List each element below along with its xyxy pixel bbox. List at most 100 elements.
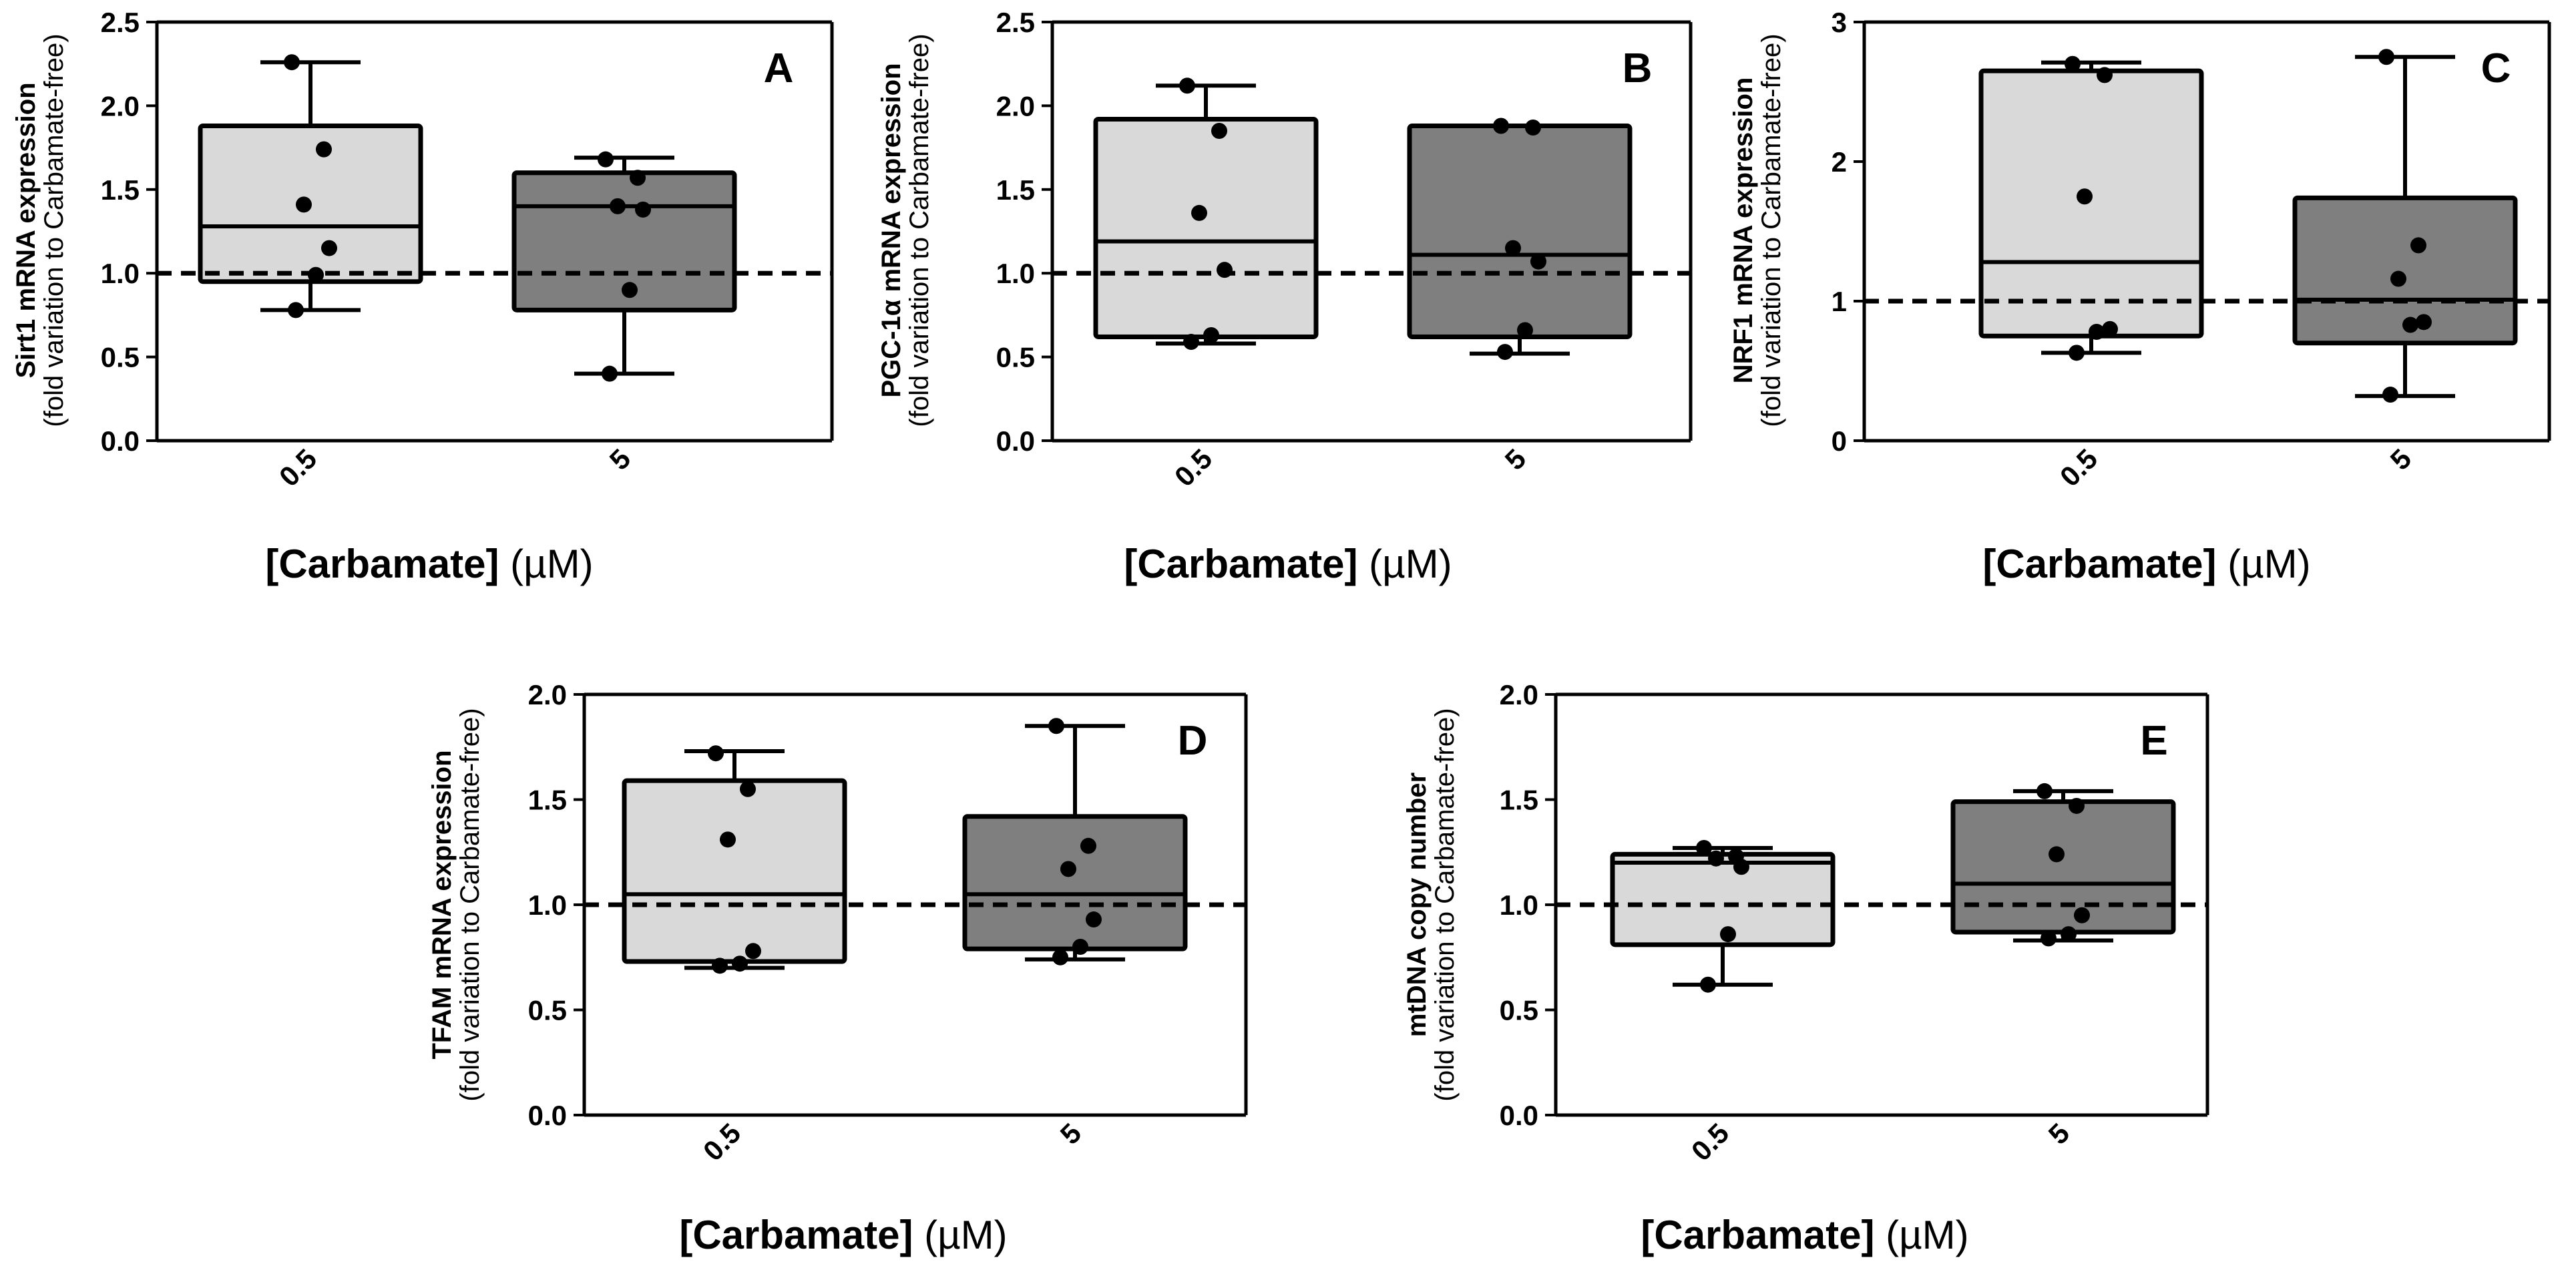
y-axis-title: NRF1 mRNA expression(fold variation to C… bbox=[1729, 33, 1786, 427]
data-point bbox=[1493, 118, 1509, 134]
box-iqr bbox=[962, 814, 1188, 951]
y-tick-label: 2.5 bbox=[996, 7, 1035, 38]
data-point bbox=[630, 170, 646, 186]
y-tick-label: 1.5 bbox=[1500, 785, 1538, 816]
x-tick-label: 0.5 bbox=[2054, 443, 2104, 493]
panel-letter: B bbox=[1623, 45, 1653, 91]
x-axis-title-bold: [Carbamate] bbox=[1982, 542, 2217, 586]
y-tick-label: 1.5 bbox=[528, 785, 567, 816]
y-tick-label: 0.5 bbox=[1500, 995, 1538, 1026]
x-axis-title-bold: [Carbamate] bbox=[679, 1213, 913, 1257]
chart-c: 0 1 2 3 0.5 5 C NRF1 mRNA expression(fold varia… bbox=[1729, 7, 2551, 493]
data-point bbox=[1072, 939, 1088, 955]
data-point bbox=[1517, 322, 1533, 339]
data-point bbox=[1183, 334, 1199, 351]
box-0-5 bbox=[1610, 845, 1836, 987]
x-tick-label: 5 bbox=[1499, 443, 1532, 476]
data-point bbox=[1505, 240, 1521, 256]
data-point bbox=[1080, 837, 1096, 854]
data-point bbox=[2402, 316, 2418, 333]
data-point bbox=[2089, 323, 2105, 340]
data-point bbox=[2382, 387, 2398, 403]
x-tick-label: 0.5 bbox=[697, 1117, 747, 1167]
data-point bbox=[2097, 67, 2113, 83]
x-tick-label: 0.5 bbox=[273, 443, 323, 493]
y-tick-label: 2.0 bbox=[528, 679, 567, 710]
x-axis-title-unit: (µM) bbox=[924, 1213, 1008, 1257]
data-point bbox=[1048, 718, 1064, 734]
x-tick-label: 5 bbox=[1054, 1117, 1088, 1150]
data-point bbox=[622, 282, 638, 298]
x-tick-label: 0.5 bbox=[1685, 1117, 1735, 1167]
data-point bbox=[308, 266, 324, 283]
data-point bbox=[2416, 314, 2432, 331]
y-axis-title-sub: (fold variation to Carbamate-free) bbox=[1757, 33, 1786, 427]
y-tick-label: 3 bbox=[1832, 7, 1847, 38]
y-tick-label: 0.5 bbox=[528, 995, 567, 1026]
data-point bbox=[2390, 270, 2406, 287]
x-axis-title-bold: [Carbamate] bbox=[1641, 1213, 1875, 1257]
y-axis-title: mtDNA copy number(fold variation to Carb… bbox=[1402, 708, 1460, 1101]
y-tick-label: 0.5 bbox=[101, 342, 140, 373]
y-tick-label: 0.0 bbox=[101, 425, 140, 457]
y-axis-title-sub: (fold variation to Carbamate-free) bbox=[39, 33, 69, 427]
data-point bbox=[1728, 848, 1744, 865]
data-point bbox=[2410, 237, 2426, 254]
x-tick-label: 0.5 bbox=[1168, 443, 1219, 493]
data-point bbox=[712, 957, 728, 974]
y-tick-label: 2.0 bbox=[996, 90, 1035, 122]
y-tick-label: 2 bbox=[1832, 146, 1847, 178]
data-point bbox=[610, 198, 626, 214]
y-axis-title-main: PGC-1α mRNA expression bbox=[877, 63, 906, 397]
x-axis-title: [Carbamate] (µM) bbox=[859, 541, 1717, 587]
data-point bbox=[602, 365, 618, 382]
box-5 bbox=[2292, 55, 2518, 399]
data-point bbox=[284, 54, 300, 71]
data-point bbox=[1052, 949, 1068, 966]
data-point bbox=[2102, 320, 2118, 337]
y-tick-label: 1.0 bbox=[1500, 889, 1538, 921]
x-tick-label: 5 bbox=[604, 443, 637, 476]
x-axis-title: [Carbamate] (µM) bbox=[414, 1212, 1273, 1258]
data-point bbox=[288, 302, 304, 318]
data-point bbox=[720, 831, 736, 848]
y-tick-label: 2.0 bbox=[1500, 679, 1538, 710]
box-5 bbox=[511, 156, 737, 376]
chart-a: 0.0 0.5 1.0 1.5 2.0 2.5 0.5 5 A Sirt1 mRNA expres… bbox=[11, 7, 834, 493]
y-axis-title-sub: (fold variation to Carbamate-free) bbox=[1430, 708, 1460, 1101]
x-axis-title-unit: (µM) bbox=[1886, 1213, 1969, 1257]
box-iqr bbox=[622, 778, 847, 964]
data-point bbox=[732, 955, 748, 972]
y-tick-label: 0 bbox=[1832, 425, 1847, 457]
y-tick-label: 1 bbox=[1832, 286, 1847, 317]
y-tick-label: 0.0 bbox=[1500, 1100, 1538, 1131]
data-point bbox=[2049, 846, 2065, 863]
data-point bbox=[1217, 262, 1233, 278]
y-axis-title-main: TFAM mRNA expression bbox=[427, 750, 457, 1059]
data-point bbox=[2077, 188, 2093, 205]
panel-letter: E bbox=[2140, 718, 2167, 764]
data-point bbox=[2061, 926, 2077, 943]
panel-c: 0 1 2 3 0.5 5 C NRF1 mRNA expression(fold varia… bbox=[1717, 0, 2576, 614]
data-point bbox=[1525, 120, 1541, 136]
data-point bbox=[296, 196, 312, 213]
y-tick-label: 1.5 bbox=[996, 174, 1035, 206]
data-point bbox=[316, 141, 332, 158]
panel-a: 0.0 0.5 1.0 1.5 2.0 2.5 0.5 5 A Sirt1 mRNA expres… bbox=[0, 0, 859, 614]
x-axis-title-unit: (µM) bbox=[2227, 542, 2311, 586]
data-point bbox=[321, 240, 337, 256]
data-point bbox=[1203, 327, 1219, 343]
x-tick-label: 5 bbox=[2384, 443, 2418, 476]
x-axis-title: [Carbamate] (µM) bbox=[1375, 1212, 2234, 1258]
y-axis-title: TFAM mRNA expression(fold variation to C… bbox=[427, 708, 485, 1101]
panel-d: 0.0 0.5 1.0 1.5 2.0 0.5 5 D TFAM mRNA expression… bbox=[414, 641, 1273, 1282]
y-axis-title-main: Sirt1 mRNA expression bbox=[11, 82, 41, 378]
data-point bbox=[1179, 77, 1195, 94]
data-point bbox=[1211, 123, 1227, 140]
y-axis-title: PGC-1α mRNA expression(fold variation to… bbox=[877, 33, 934, 427]
x-axis-title-unit: (µM) bbox=[1369, 542, 1452, 586]
y-tick-label: 2.5 bbox=[101, 7, 140, 38]
y-tick-label: 0.0 bbox=[996, 425, 1035, 457]
